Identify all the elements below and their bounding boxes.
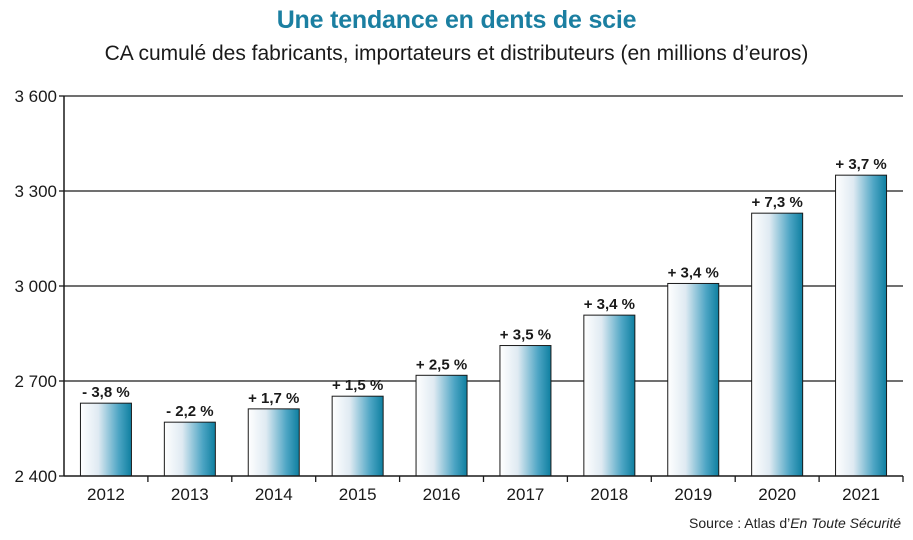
data-label-2015: + 1,5 % <box>332 377 383 394</box>
source-prefix: Source : Atlas d’ <box>689 515 791 531</box>
x-tick-label: 2016 <box>423 485 461 504</box>
y-tick-label: 2 400 <box>14 467 57 486</box>
chart-title: Une tendance en dents de scie <box>276 6 637 34</box>
bar-2021 <box>835 174 888 477</box>
bar-2019 <box>667 282 720 477</box>
x-tick-label: 2018 <box>590 485 628 504</box>
data-label-2017: + 3,5 % <box>500 327 551 344</box>
y-tick-label: 3 000 <box>14 277 57 296</box>
y-tick-label: 3 300 <box>14 182 57 201</box>
x-tick-label: 2015 <box>339 485 377 504</box>
x-tick-label: 2013 <box>171 485 209 504</box>
x-tick-label: 2020 <box>758 485 796 504</box>
x-tick-label: 2012 <box>87 485 125 504</box>
bar-2014 <box>247 408 300 477</box>
bar-2013 <box>163 421 216 477</box>
data-label-2020: + 7,3 % <box>752 194 803 211</box>
bar-2012 <box>79 402 132 477</box>
data-label-2016: + 2,5 % <box>416 356 467 373</box>
bar-2017 <box>499 345 552 477</box>
data-label-2014: + 1,7 % <box>248 390 299 407</box>
x-tick-label: 2021 <box>842 485 880 504</box>
data-label-2018: + 3,4 % <box>584 296 635 313</box>
label-layer: - 3,8 % - 2,2 % + 1,7 % + 1,5 % + 2,5 % + 3,5… <box>82 156 887 420</box>
chart-subtitle: CA cumulé des fabricants, importateurs e… <box>104 42 809 65</box>
x-tick-label: 2019 <box>674 485 712 504</box>
bar-layer <box>79 174 888 477</box>
data-label-2013: - 2,2 % <box>166 403 214 420</box>
y-tick-label: 2 700 <box>14 372 57 391</box>
y-tick-label: 3 600 <box>14 87 57 106</box>
bar-2020 <box>751 212 804 477</box>
data-label-2012: - 3,8 % <box>82 384 130 401</box>
bar-2016 <box>415 374 468 477</box>
source-name: En Toute Sécurité <box>790 515 901 531</box>
bar-2018 <box>583 314 636 477</box>
x-tick-label: 2017 <box>507 485 545 504</box>
data-label-2021: + 3,7 % <box>835 156 886 173</box>
data-label-2019: + 3,4 % <box>668 264 719 281</box>
x-tick-label: 2014 <box>255 485 293 504</box>
axis-layer: 2 400 2 700 3 000 3 300 3 600 2012 2013 2014 201… <box>14 87 904 504</box>
bar-2015 <box>331 395 384 477</box>
source-note: Source : Atlas d’En Toute Sécurité <box>689 515 901 531</box>
